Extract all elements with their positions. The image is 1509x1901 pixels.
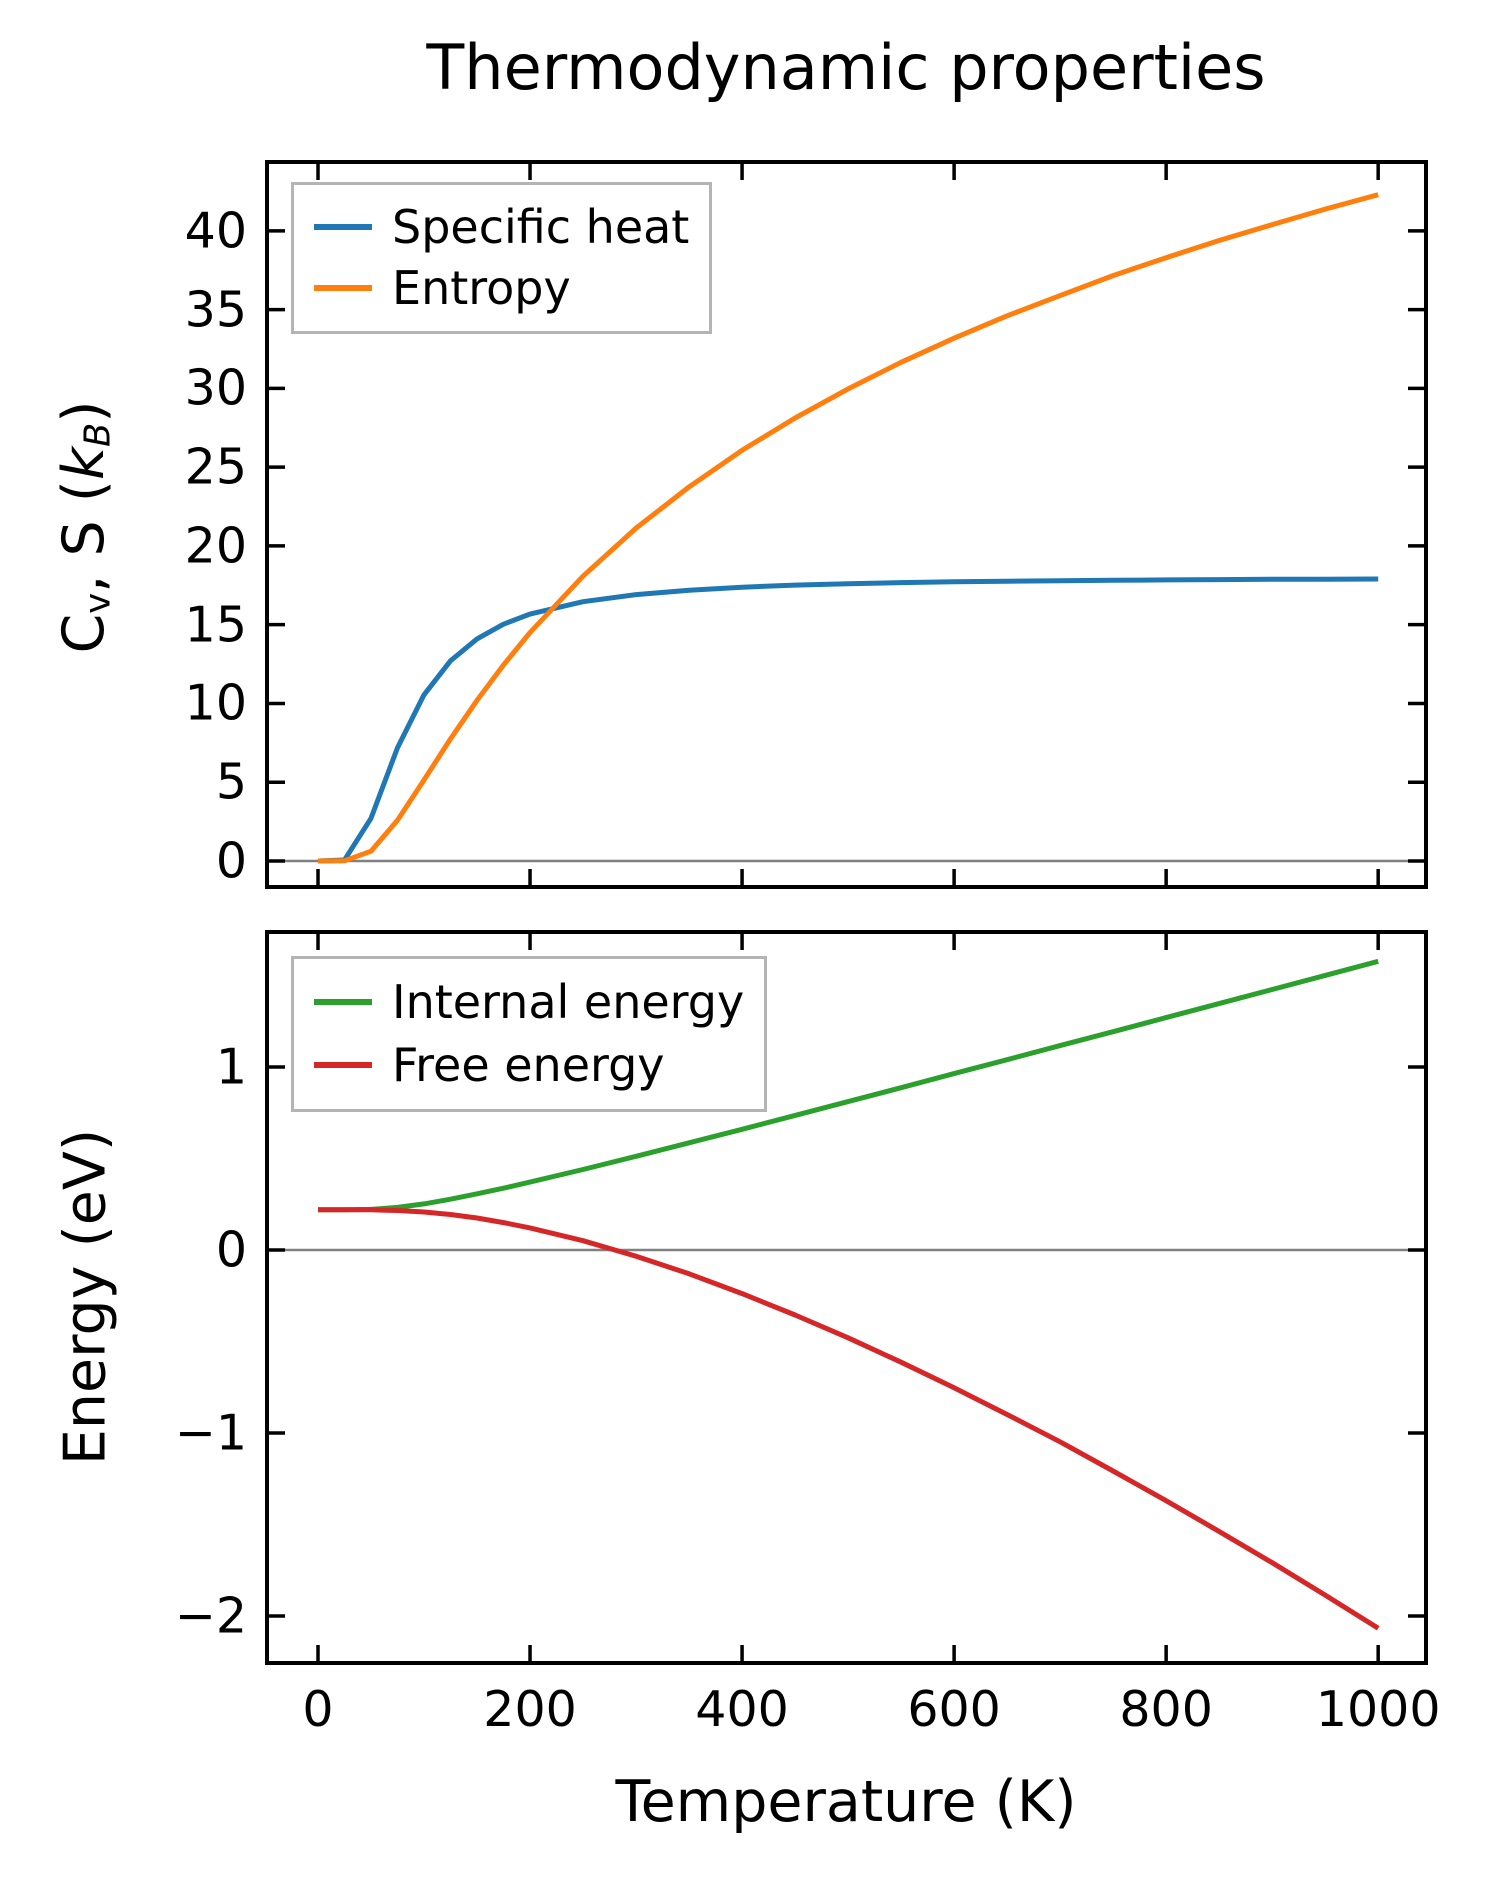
ylabel-segment: v xyxy=(77,592,119,614)
y-tick-label: 15 xyxy=(184,596,247,654)
bottom-plot xyxy=(265,930,1428,1665)
free-energy-line-swatch xyxy=(314,1062,372,1069)
y-tick-label: −1 xyxy=(174,1404,247,1462)
legend-item-internal-energy: Internal energy xyxy=(314,973,744,1033)
ylabel-segment: ) xyxy=(51,400,118,423)
ylabel-segment: C xyxy=(51,613,118,654)
internal-energy-curve xyxy=(318,958,1379,1213)
legend-bottom: Internal energy Free energy xyxy=(291,956,768,1112)
legend-label: Specific heat xyxy=(392,199,690,254)
x-tick-label: 200 xyxy=(483,1681,577,1738)
free-energy-curve xyxy=(318,1207,1380,1631)
internal-energy-line-swatch xyxy=(314,999,372,1006)
x-tick-label: 600 xyxy=(907,1681,1001,1738)
y-tick-label: 0 xyxy=(215,1221,247,1279)
ylabel-segment: , S ( xyxy=(51,480,118,593)
legend-label: Internal energy xyxy=(392,974,745,1029)
legend-top: Specific heat Entropy xyxy=(291,182,713,334)
y-tick-label: −2 xyxy=(174,1587,247,1645)
x-tick-label: 0 xyxy=(302,1681,334,1738)
y-tick-label: 35 xyxy=(184,281,247,339)
x-tick-label: 800 xyxy=(1119,1681,1213,1738)
chart-title: Thermodynamic properties xyxy=(426,31,1266,104)
entropy-curve xyxy=(317,192,1379,864)
y-axis-label-top: Cv, S (kB) xyxy=(51,400,119,653)
y-tick-label: 40 xyxy=(184,202,247,260)
entropy-line-swatch xyxy=(314,285,372,292)
top-plot xyxy=(265,160,1428,889)
ylabel-segment: Energy (eV) xyxy=(52,1128,119,1466)
legend-label: Free energy xyxy=(392,1037,665,1092)
x-tick-label: 400 xyxy=(695,1681,789,1738)
legend-item-entropy: Entropy xyxy=(314,259,689,319)
ylabel-segment: k xyxy=(51,446,118,480)
legend-item-specific-heat: Specific heat xyxy=(314,198,689,258)
y-axis-label-bottom: Energy (eV) xyxy=(53,1129,119,1465)
y-tick-label: 25 xyxy=(184,438,247,496)
y-tick-label: 10 xyxy=(184,674,247,732)
y-tick-label: 20 xyxy=(184,517,247,575)
ylabel-segment: B xyxy=(77,422,119,447)
specific-heat-line-swatch xyxy=(314,224,372,231)
x-tick-label: 1000 xyxy=(1315,1681,1441,1738)
legend-item-free-energy: Free energy xyxy=(314,1036,744,1096)
x-axis-label: Temperature (K) xyxy=(615,1769,1077,1835)
legend-label: Entropy xyxy=(392,260,571,315)
tick-marks xyxy=(267,932,1426,1663)
specific-heat-curve xyxy=(317,576,1379,864)
plot-frame xyxy=(265,160,1428,889)
plot-frame xyxy=(265,930,1428,1665)
tick-marks xyxy=(267,162,1426,887)
y-tick-label: 30 xyxy=(184,359,247,417)
y-tick-label: 1 xyxy=(215,1038,247,1096)
y-tick-label: 5 xyxy=(215,753,247,811)
y-tick-label: 0 xyxy=(215,832,247,890)
